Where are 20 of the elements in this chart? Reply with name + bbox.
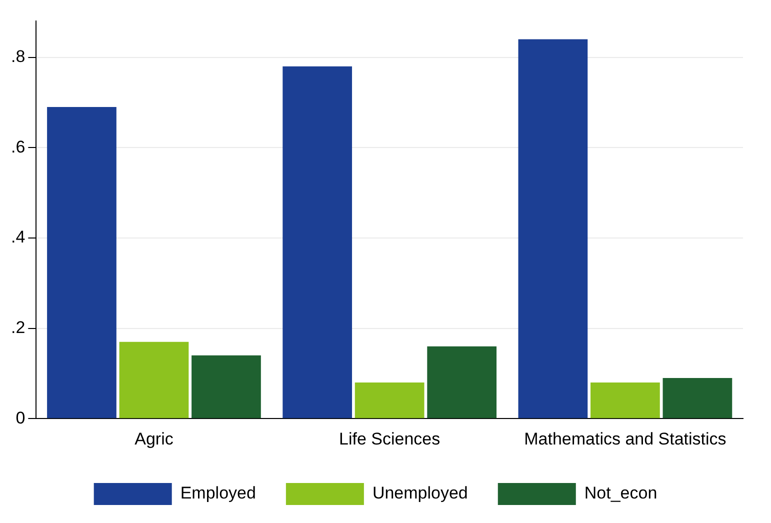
legend-label: Not_econ <box>584 484 658 503</box>
bar <box>47 107 116 418</box>
y-tick-label: .2 <box>10 318 26 337</box>
y-tick-label: .8 <box>10 47 26 66</box>
legend-label: Employed <box>180 484 256 503</box>
bar <box>282 66 352 418</box>
bar <box>354 382 424 418</box>
y-tick-label: .6 <box>10 137 26 156</box>
bar <box>590 382 660 418</box>
y-tick-label: 0 <box>16 408 26 428</box>
y-tick-label: .4 <box>10 228 26 247</box>
bar <box>192 355 261 418</box>
bar <box>518 39 588 418</box>
legend-label: Unemployed <box>372 484 468 503</box>
x-tick-label: Mathematics and Statistics <box>524 429 726 448</box>
x-tick-label: Agric <box>134 429 174 448</box>
bar <box>119 342 189 418</box>
bar <box>427 346 497 418</box>
x-tick-label: Life Sciences <box>339 429 440 448</box>
bar <box>662 378 732 418</box>
